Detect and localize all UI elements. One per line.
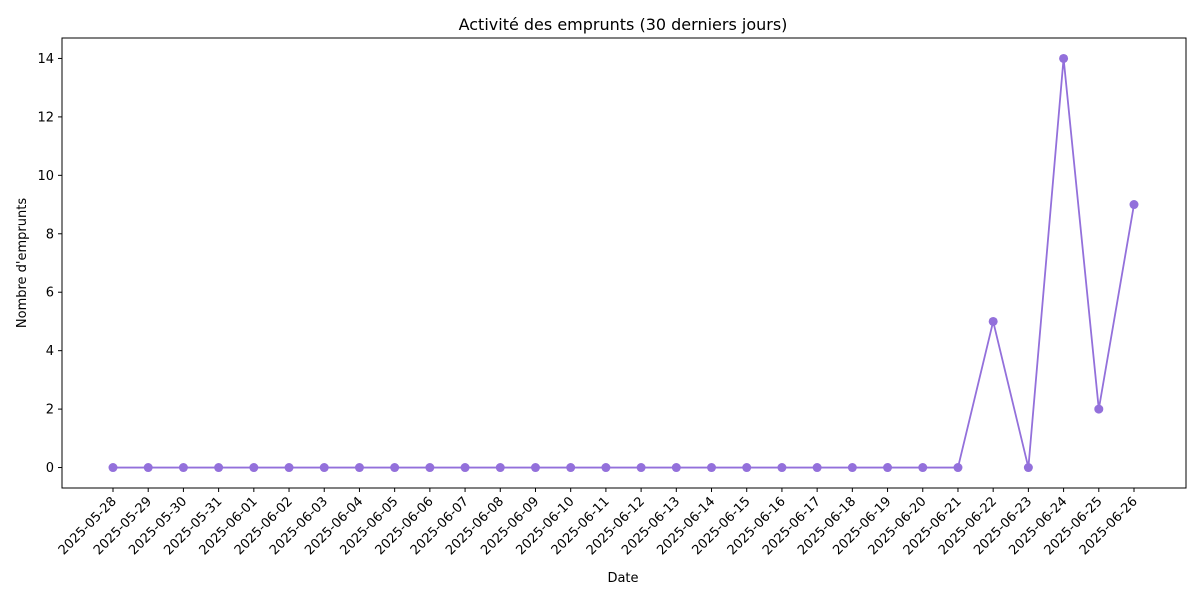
y-tick-label: 6 (46, 286, 54, 301)
data-point (390, 463, 400, 473)
y-tick-label: 8 (46, 227, 54, 242)
data-point (988, 316, 998, 326)
y-tick-label: 0 (46, 461, 54, 476)
data-point (249, 463, 259, 473)
plot-area-frame (61, 37, 1187, 489)
y-axis: 0 2 4 6 8 10 12 14 (37, 52, 62, 476)
data-point (812, 463, 822, 473)
data-point (214, 463, 224, 473)
data-point (883, 463, 893, 473)
y-tick-label: 2 (46, 403, 54, 418)
data-point (847, 463, 857, 473)
y-tick-label: 12 (37, 110, 54, 125)
data-point (601, 463, 611, 473)
data-point (671, 463, 681, 473)
data-point (1023, 463, 1033, 473)
chart-title: Activité des emprunts (30 derniers jours… (459, 15, 788, 34)
y-tick-label: 4 (46, 344, 54, 359)
x-axis-label: Date (607, 571, 638, 586)
data-point (953, 463, 963, 473)
y-axis-label: Nombre d'emprunts (15, 198, 30, 328)
data-point (777, 463, 787, 473)
data-point (1059, 53, 1069, 63)
data-point (530, 463, 540, 473)
data-point (918, 463, 928, 473)
y-tick-label: 14 (37, 52, 54, 67)
data-point (707, 463, 717, 473)
data-point (108, 463, 118, 473)
data-point (1129, 200, 1139, 210)
data-point (354, 463, 364, 473)
data-point (178, 463, 188, 473)
data-point (742, 463, 752, 473)
data-point (636, 463, 646, 473)
data-point (319, 463, 329, 473)
data-point (460, 463, 470, 473)
data-point (1094, 404, 1104, 414)
series-line (113, 57, 1135, 469)
data-point (495, 463, 505, 473)
y-tick-label: 10 (37, 169, 54, 184)
data-point (143, 463, 153, 473)
data-point (425, 463, 435, 473)
x-axis: 2025-05-282025-05-292025-05-302025-05-31… (56, 488, 1141, 558)
series-layer (108, 53, 1139, 473)
data-point (284, 463, 294, 473)
data-point (566, 463, 576, 473)
